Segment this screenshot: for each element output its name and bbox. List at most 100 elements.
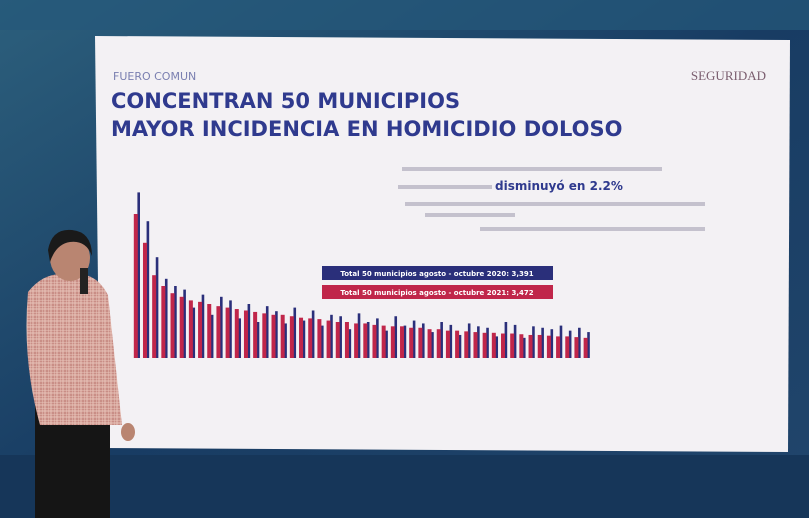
bar <box>326 320 331 358</box>
bar <box>394 316 398 358</box>
bar <box>152 275 157 358</box>
bar <box>146 221 150 358</box>
section-label: FUERO COMUN <box>113 70 196 83</box>
bar <box>550 329 554 358</box>
bar <box>522 337 526 358</box>
bar <box>216 306 221 358</box>
blur-line <box>405 202 705 206</box>
bar <box>302 320 306 358</box>
bullet-blur <box>398 167 705 231</box>
bar <box>449 324 453 358</box>
bar <box>188 300 193 358</box>
bar <box>574 337 579 358</box>
bar <box>161 286 166 358</box>
blur-line <box>398 185 492 189</box>
bar <box>170 293 175 358</box>
microphone <box>80 268 88 294</box>
bar <box>179 296 184 358</box>
bar <box>409 327 414 358</box>
legend-label: Total 50 municipios agosto - octubre 202… <box>340 289 533 297</box>
title-line: CONCENTRAN 50 MUNICIPIOS <box>111 89 460 113</box>
bar <box>477 326 480 358</box>
bar <box>376 318 379 358</box>
bar <box>344 322 349 358</box>
bar <box>486 327 489 358</box>
bar <box>289 316 294 358</box>
legend-label: Total 50 municipios agosto - octubre 202… <box>340 270 533 278</box>
bar <box>137 192 140 358</box>
frame-top <box>0 0 809 30</box>
bar <box>528 334 533 358</box>
bar <box>510 333 515 358</box>
bar <box>155 257 159 358</box>
bar <box>357 313 361 358</box>
bar <box>229 300 232 358</box>
legend-swatch <box>322 266 553 280</box>
bar <box>381 325 386 358</box>
bar <box>458 334 462 358</box>
bar <box>467 323 471 358</box>
bar <box>366 322 370 358</box>
bar <box>247 304 251 358</box>
bar <box>238 318 241 358</box>
highlight: disminuyó en 2.2% <box>495 179 623 193</box>
bar <box>559 325 563 358</box>
frame-bottom <box>0 455 809 518</box>
bar <box>565 336 570 358</box>
bar <box>482 332 487 358</box>
bar <box>225 307 230 358</box>
jacket <box>26 274 122 425</box>
screen <box>95 36 790 452</box>
bar <box>568 330 572 358</box>
bar <box>400 326 405 358</box>
bar <box>501 333 505 358</box>
bar <box>210 314 214 358</box>
bar <box>256 322 260 358</box>
chart: Total 50 municipios agosto - octubre 202… <box>133 192 590 358</box>
legend-swatch <box>322 285 553 299</box>
bar <box>317 319 322 358</box>
bar <box>207 304 212 358</box>
bar <box>330 314 333 358</box>
bar <box>427 329 432 358</box>
bar <box>513 324 517 358</box>
bar <box>578 327 581 358</box>
bar <box>440 322 443 358</box>
bar <box>455 330 460 358</box>
bar <box>234 309 239 358</box>
bar <box>537 334 542 358</box>
bar <box>275 311 278 358</box>
bar <box>431 332 434 358</box>
bar <box>546 335 551 358</box>
bar <box>133 214 138 358</box>
bar <box>556 336 561 358</box>
hair <box>48 229 92 262</box>
bar <box>265 306 269 358</box>
bar <box>363 323 368 358</box>
bar <box>335 322 340 358</box>
presenter <box>26 229 135 518</box>
bar <box>354 323 359 358</box>
bar <box>412 320 416 358</box>
bar <box>541 327 544 358</box>
bar <box>142 242 147 358</box>
bar <box>308 318 313 358</box>
bar <box>418 327 423 358</box>
bar <box>164 278 168 358</box>
bar <box>311 310 315 358</box>
bar <box>372 324 377 358</box>
bar <box>262 313 267 358</box>
bar <box>390 326 395 358</box>
bar <box>403 325 407 358</box>
blur-line <box>425 213 515 217</box>
bar <box>201 294 205 358</box>
bar <box>519 334 524 358</box>
bar <box>445 330 450 358</box>
bar <box>198 301 203 358</box>
bar <box>321 325 324 358</box>
bar <box>495 336 499 358</box>
bar <box>587 332 590 358</box>
bar <box>385 330 388 358</box>
bar <box>339 316 342 358</box>
